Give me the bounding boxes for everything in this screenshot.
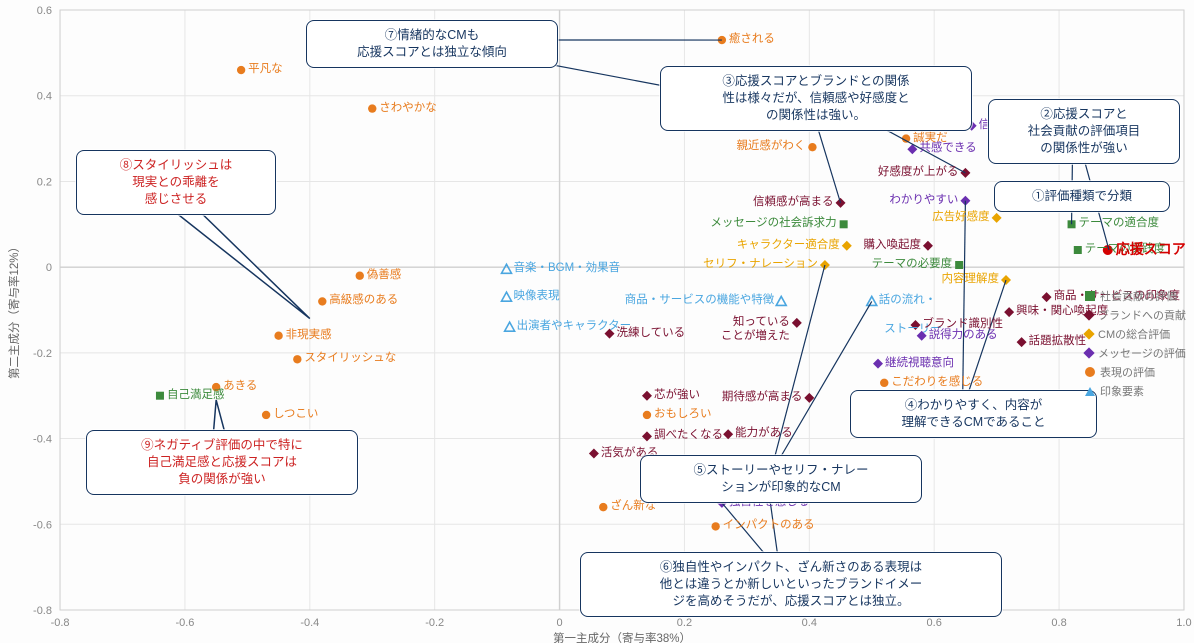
point-label: 出演者やキャラクター xyxy=(517,320,632,334)
svg-text:0.4: 0.4 xyxy=(37,91,52,103)
point-label: 癒される xyxy=(729,33,775,47)
svg-text:-0.2: -0.2 xyxy=(425,617,444,629)
callout-7: ⑦情緒的なCMも応援スコアとは独立な傾向 xyxy=(306,20,558,68)
point-label: 洗練している xyxy=(617,327,686,341)
point-label: 芯が強い xyxy=(654,389,700,403)
svg-text:0.8: 0.8 xyxy=(1051,617,1066,629)
point-label: 購入喚起度 xyxy=(863,239,921,253)
svg-text:0.4: 0.4 xyxy=(802,617,817,629)
callout-2: ②応援スコアと社会貢献の評価項目の関係性が強い xyxy=(988,99,1180,164)
point-label: 話題拡散性 xyxy=(1029,335,1087,349)
point-label: 映像表現 xyxy=(513,290,559,304)
legend-item: 印象要素 xyxy=(1085,383,1186,399)
point-label: 広告好感度 xyxy=(932,211,990,225)
legend: 社会貢献の評価ブランドへの貢献 CMの総合評価メッセージの評価表現の評価印象要素 xyxy=(1085,285,1186,402)
point-label: 信頼感が高まる xyxy=(753,196,834,210)
point-label: キャラクター適合度 xyxy=(737,239,840,253)
point-label: 音楽・BGM・効果音 xyxy=(513,262,620,276)
point-label: テーマの適合度 xyxy=(1079,217,1160,231)
point-label: しつこい xyxy=(273,408,318,422)
point-label: こだわりを感じる xyxy=(891,376,983,390)
legend-item: ブランドへの貢献 xyxy=(1085,307,1186,323)
callout-6: ⑥独自性やインパクト、ざん新さのある表現は他とは違うとか新しいといったブランドイ… xyxy=(580,552,1002,617)
point-label: 調べたくなる xyxy=(654,429,723,443)
callout-4: ④わかりやすく、内容が理解できるCMであること xyxy=(850,390,1097,438)
point-label: 偽善感 xyxy=(367,269,402,283)
point-label: 共感できる xyxy=(919,142,976,156)
svg-text:0.2: 0.2 xyxy=(677,617,692,629)
svg-text:0.2: 0.2 xyxy=(37,176,52,188)
callout-8: ⑧スタイリッシュは現実との乖離を感じさせる xyxy=(76,150,276,215)
svg-text:0.6: 0.6 xyxy=(37,5,52,17)
point-label: 話の流れ・ xyxy=(879,294,937,308)
svg-text:第二主成分（寄与率12%）: 第二主成分（寄与率12%） xyxy=(7,241,21,379)
svg-text:-0.8: -0.8 xyxy=(51,617,70,629)
svg-text:-0.4: -0.4 xyxy=(33,434,52,446)
point-label: わかりやすい xyxy=(889,194,958,208)
legend-item: CMの総合評価 xyxy=(1085,326,1186,342)
svg-text:-0.2: -0.2 xyxy=(33,348,52,360)
callout-9: ⑨ネガティブ評価の中で特に自己満足感と応援スコアは負の関係が強い xyxy=(86,430,358,495)
callout-5: ⑤ストーリーやセリフ・ナレーションが印象的なCM xyxy=(640,455,922,503)
callout-3: ③応援スコアとブランドとの関係性は様々だが、信頼感や好感度との関係性は強い。 xyxy=(660,66,972,131)
svg-text:0.6: 0.6 xyxy=(927,617,942,629)
svg-text:-0.6: -0.6 xyxy=(175,617,194,629)
point-label: 知っていることが増えた xyxy=(721,316,790,344)
svg-text:第一主成分（寄与率38%）: 第一主成分（寄与率38%） xyxy=(553,631,691,643)
point-label: 高級感のある xyxy=(329,294,398,308)
point-label: 非現実感 xyxy=(286,329,332,343)
svg-text:-0.4: -0.4 xyxy=(300,617,319,629)
point-label: 説得力のある xyxy=(929,329,998,343)
svg-text:0: 0 xyxy=(46,262,52,274)
svg-text:-0.6: -0.6 xyxy=(33,519,52,531)
legend-item: メッセージの評価 xyxy=(1085,345,1186,361)
point-label: テーマの必要度 xyxy=(872,258,953,272)
svg-text:1.0: 1.0 xyxy=(1176,617,1191,629)
point-label: あきる xyxy=(223,380,257,394)
point-label: 自己満足感 xyxy=(167,389,225,403)
target-label: 応援スコア xyxy=(1116,241,1186,258)
point-label: スタイリッシュな xyxy=(304,352,396,366)
point-label: 内容理解度 xyxy=(942,273,1000,287)
point-label: 能力がある xyxy=(735,427,793,441)
point-label: 期待感が高まる xyxy=(722,391,803,405)
svg-text:-0.8: -0.8 xyxy=(33,605,52,617)
point-label: セリフ・ナレーション xyxy=(703,258,818,272)
point-label: 平凡な xyxy=(248,63,283,77)
callout-1: ①評価種類で分類 xyxy=(994,181,1170,212)
point-label: 親近感がわく xyxy=(736,140,805,154)
legend-item: 表現の評価 xyxy=(1085,364,1186,380)
point-label: 継続視聴意向 xyxy=(885,357,954,371)
point-label: 好感度が上がる xyxy=(878,166,959,180)
legend-item: 社会貢献の評価 xyxy=(1085,288,1186,304)
point-label: メッセージの社会訴求力 xyxy=(710,217,836,231)
point-label: インパクトのある xyxy=(723,519,815,533)
point-label: 商品・サービスの機能や特徴 xyxy=(625,294,775,308)
point-label: さわやかな xyxy=(379,102,437,116)
point-label: おもしろい xyxy=(654,408,712,422)
svg-text:0: 0 xyxy=(557,617,563,629)
